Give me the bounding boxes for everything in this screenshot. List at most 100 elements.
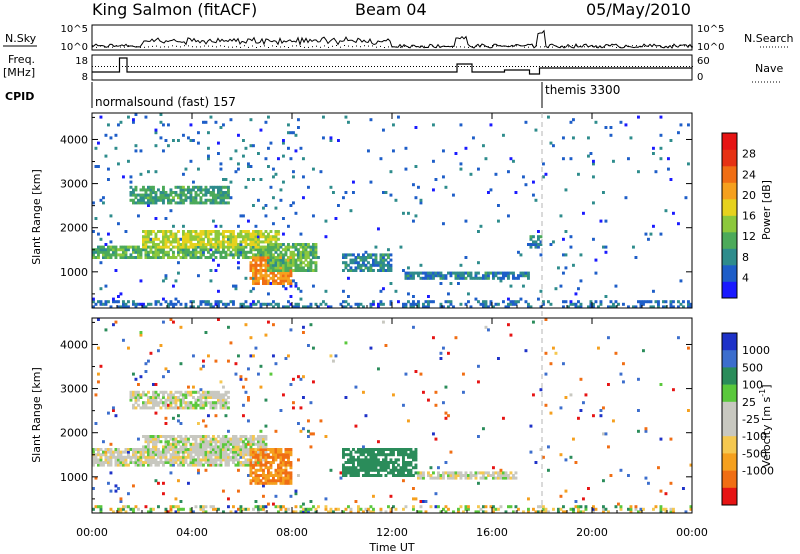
velocity-cell [114, 450, 118, 454]
power-cell [659, 133, 663, 137]
power-cell [184, 245, 188, 249]
velocity-cell [177, 455, 180, 459]
velocity-cell [127, 492, 130, 496]
power-cell [302, 256, 305, 259]
power-cell [139, 256, 143, 259]
nsearch-dot [404, 45, 405, 47]
power-cell [277, 266, 280, 270]
velocity-cell [287, 471, 290, 475]
power-cell [229, 118, 233, 122]
nave-dot [155, 66, 156, 67]
velocity-cell [272, 354, 275, 358]
velocity-cell [267, 461, 270, 464]
velocity-cell [137, 458, 140, 462]
velocity-cell [99, 463, 103, 467]
velocity-cell [377, 474, 380, 477]
velocity-cell [164, 461, 168, 464]
power-cell [147, 235, 150, 239]
power-cell [379, 266, 383, 270]
nave-dot [245, 66, 246, 67]
power-cell [569, 300, 573, 304]
power-cell [422, 276, 425, 280]
power-cell [254, 274, 258, 278]
power-cell [377, 269, 380, 272]
power-cell [477, 167, 480, 171]
velocity-cell [509, 471, 513, 475]
power-cell [677, 131, 680, 135]
power-colorbar-swatch [722, 248, 737, 266]
power-cell [364, 266, 368, 270]
power-cell [444, 276, 448, 280]
velocity-cell [352, 448, 355, 451]
power-cell [214, 269, 218, 272]
power-cell [282, 154, 285, 158]
power-cell [217, 193, 220, 197]
velocity-cell [234, 445, 238, 449]
velocity-cell [642, 349, 645, 353]
velocity-cell [212, 437, 215, 441]
velocity-cell [202, 359, 205, 363]
power-cell [289, 269, 293, 272]
velocity-cell [399, 468, 403, 472]
nsearch-dot [188, 45, 189, 47]
power-cell [187, 248, 190, 252]
power-cell [159, 113, 163, 116]
power-cell [144, 115, 148, 119]
power-cell [359, 256, 363, 259]
power-cell [657, 302, 660, 306]
velocity-cell [224, 450, 228, 454]
velocity-cell [179, 450, 183, 454]
power-cell [154, 193, 158, 197]
nsearch-dot [564, 46, 565, 47]
velocity-cell [217, 318, 220, 321]
power-cell [252, 282, 255, 285]
power-cell [522, 175, 525, 179]
power-cell [264, 237, 268, 241]
velocity-cell [154, 383, 158, 386]
power-cell [627, 157, 630, 161]
velocity-cell [199, 396, 203, 399]
power-cell [337, 139, 340, 142]
power-cell [257, 243, 260, 246]
power-cell [162, 248, 165, 252]
power-colorbar-tick: 20 [742, 189, 756, 202]
power-cell [124, 250, 128, 254]
power-cell [192, 230, 195, 233]
power-cell [164, 196, 168, 200]
power-cell [317, 256, 320, 259]
velocity-cell [479, 507, 483, 511]
velocity-cell [182, 458, 185, 462]
power-cell [382, 266, 385, 270]
power-cell [239, 243, 243, 246]
power-cell [254, 256, 258, 259]
power-cell [279, 279, 283, 283]
power-cell [219, 162, 223, 166]
power-cell [432, 188, 435, 192]
velocity-cell [277, 476, 280, 480]
velocity-cell [407, 471, 410, 475]
velocity-cell [212, 461, 215, 464]
velocity-cell [402, 468, 405, 472]
velocity-cell [634, 507, 638, 511]
velocity-cell [502, 471, 505, 475]
power-cell [372, 258, 375, 262]
power-cell [232, 245, 235, 249]
power-cell [189, 250, 193, 254]
velocity-cell [319, 419, 323, 423]
nsearch-dot [484, 46, 485, 48]
power-cell [342, 196, 345, 200]
velocity-cell [604, 432, 608, 436]
velocity-cell [192, 406, 195, 410]
velocity-cell [177, 448, 180, 451]
velocity-cell [307, 419, 310, 423]
power-cell [254, 279, 258, 283]
power-cell [142, 237, 145, 241]
velocity-cell [507, 505, 510, 509]
velocity-cell [269, 448, 273, 451]
velocity-cell [389, 494, 393, 498]
velocity-cell [149, 401, 153, 405]
velocity-cell [194, 401, 198, 405]
power-cell [267, 258, 270, 262]
power-cell [424, 271, 428, 275]
power-cell [242, 256, 245, 259]
